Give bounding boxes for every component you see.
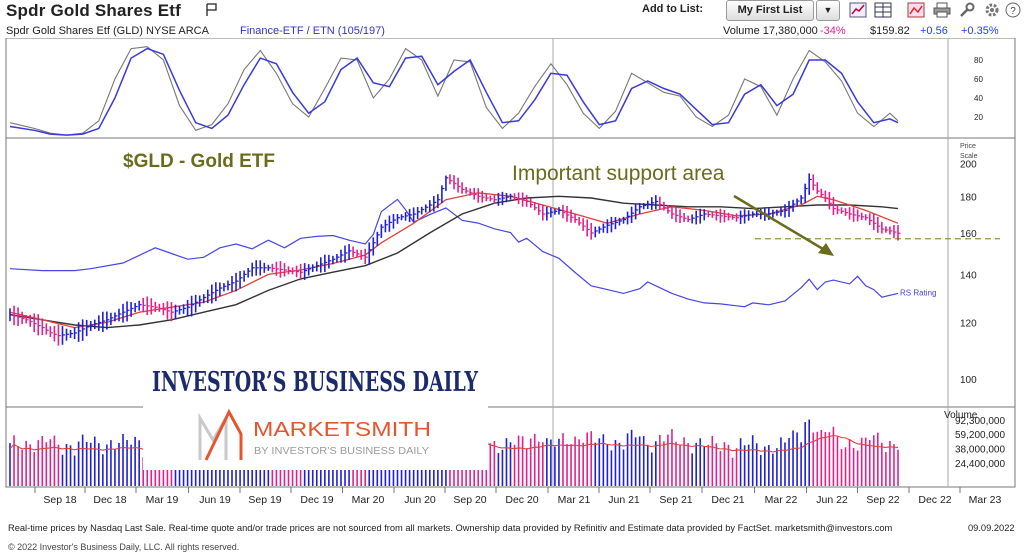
volume-tick-label: 59,200,000 — [955, 430, 1005, 441]
quote-info-bar: Spdr Gold Shares Etf (GLD) NYSE ARCA Fin… — [6, 24, 1016, 38]
oscillator-tick-label: 60 — [974, 75, 983, 84]
x-tick-label: Dec 19 — [300, 494, 333, 506]
x-tick-label: Jun 19 — [199, 494, 231, 506]
price-tick-label: 180 — [960, 192, 977, 203]
x-tick-label: Dec 21 — [711, 494, 744, 506]
price-tick-label: 200 — [960, 159, 977, 170]
rs-line — [9, 198, 899, 308]
last-price: $159.82 — [870, 25, 910, 37]
grid-layout-icon[interactable] — [874, 2, 892, 18]
page-title: Spdr Gold Shares Etf — [6, 1, 181, 20]
x-tick-label: Sep 19 — [248, 494, 281, 506]
price-tick-label: 100 — [960, 375, 977, 386]
volume-tick-label: 38,000,000 — [955, 445, 1005, 456]
volume-change: -34% — [820, 25, 846, 37]
x-tick-label: Sep 21 — [659, 494, 692, 506]
x-tick-label: Sep 18 — [43, 494, 76, 506]
x-tick-label: Mar 21 — [558, 494, 591, 506]
ma50-line — [9, 192, 899, 329]
svg-text:?: ? — [1010, 6, 1016, 17]
chevron-down-icon: ▼ — [823, 5, 833, 15]
svg-text:BY INVESTOR’S BUSINESS DAILY: BY INVESTOR’S BUSINESS DAILY — [254, 446, 429, 457]
oscillator-tick-label: 80 — [974, 56, 983, 65]
marketsmith-logo: MARKETSMITH BY INVESTOR’S BUSINESS DAILY — [143, 402, 488, 470]
x-tick-label: Sep 22 — [866, 494, 899, 506]
ma200-line — [9, 195, 899, 329]
print-icon[interactable] — [933, 2, 951, 18]
footer-disclaimer: Real-time prices by Nasdaq Last Sale. Re… — [8, 523, 893, 533]
volume-tick-label: 92,300,000 — [955, 416, 1005, 427]
x-tick-label: Mar 19 — [146, 494, 179, 506]
price-tick-label: 140 — [960, 270, 977, 281]
x-tick-label: Jun 21 — [608, 494, 640, 506]
x-tick-label: Mar 20 — [352, 494, 385, 506]
settings-icon[interactable] — [983, 2, 1001, 18]
volume-tick-label: 24,400,000 — [955, 459, 1005, 470]
rs-line-label: RS Rating — [900, 288, 936, 297]
oscillator-slow-line — [9, 47, 899, 136]
oscillator-fast-line — [9, 46, 899, 136]
x-tick-label: Sep 20 — [453, 494, 486, 506]
annotation-arrow — [733, 194, 829, 254]
x-tick-label: Dec 20 — [505, 494, 538, 506]
price-scale-label: Price — [960, 143, 976, 150]
chart-annotation-title: $GLD - Gold ETF — [123, 151, 275, 172]
x-tick-label: Jun 22 — [816, 494, 848, 506]
svg-text:INVESTOR’S BUSINESS DAILY: INVESTOR’S BUSINESS DAILY — [152, 367, 479, 398]
price-tick-label: 160 — [960, 229, 977, 240]
flag-icon[interactable] — [206, 3, 218, 17]
price-tick-label: 120 — [960, 318, 977, 329]
x-tick-label: Mar 22 — [765, 494, 798, 506]
chart-annotation-support: Important support area — [512, 162, 725, 185]
ibd-logo: INVESTOR’S BUSINESS DAILY — [144, 362, 488, 400]
footer-copyright: © 2022 Investor's Business Daily, LLC. A… — [8, 542, 240, 552]
price-scale-label: Scale — [960, 153, 978, 160]
svg-text:MARKETSMITH: MARKETSMITH — [253, 419, 431, 441]
arrow-head-icon — [818, 243, 834, 256]
x-tick-label: Jun 20 — [404, 494, 436, 506]
list-dropdown-button[interactable]: ▼ — [816, 0, 840, 21]
volume-axis-label: Volume — [944, 410, 978, 421]
x-tick-label: Dec 18 — [93, 494, 126, 506]
list-select-button[interactable]: My First List — [726, 0, 814, 21]
x-tick-label: Mar 23 — [969, 494, 1002, 506]
price-change: +0.56 — [920, 25, 948, 37]
x-tick-label: Dec 22 — [918, 494, 951, 506]
sector-link[interactable]: Finance-ETF / ETN (105/197) — [240, 25, 385, 37]
help-icon[interactable]: ? — [1004, 2, 1022, 18]
tools-icon[interactable] — [958, 2, 976, 18]
oscillator-tick-label: 40 — [974, 94, 983, 103]
footer-date: 09.09.2022 — [968, 523, 1015, 533]
line-chart-icon[interactable] — [849, 2, 867, 18]
volume-readout: Volume 17,380,000 — [723, 25, 818, 37]
price-change-pct: +0.35% — [961, 25, 999, 37]
symbol-line: Spdr Gold Shares Etf (GLD) NYSE ARCA — [6, 25, 209, 37]
stock-chart[interactable]: 20 40 60 80 Price Scale 100 120 140 160 180 200 RS … — [0, 38, 1024, 521]
alert-chart-icon[interactable] — [907, 2, 925, 18]
oscillator-tick-label: 20 — [974, 113, 983, 122]
add-to-list-label: Add to List: — [642, 3, 704, 15]
